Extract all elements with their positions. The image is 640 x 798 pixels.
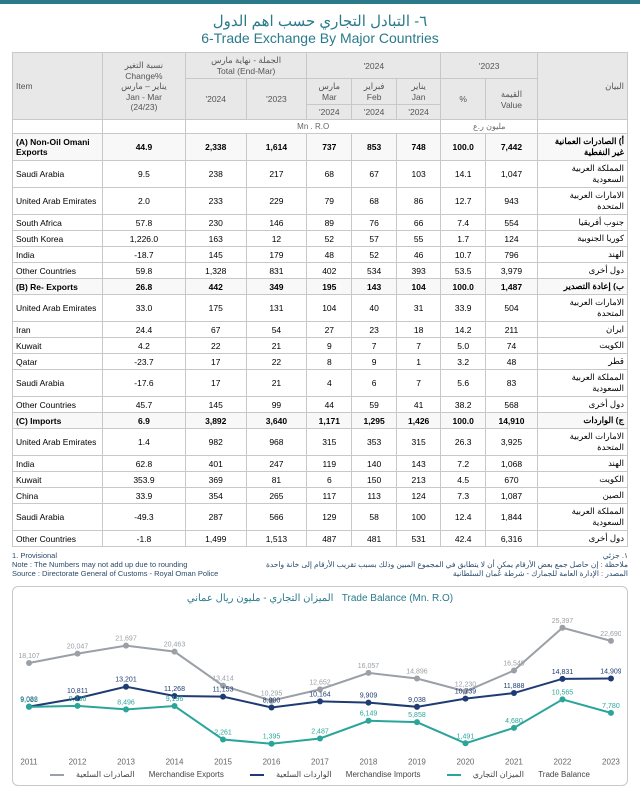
table-row: United Arab Emirates2.023322979688612.79… xyxy=(13,188,628,215)
svg-text:2020: 2020 xyxy=(457,758,475,767)
svg-text:18,107: 18,107 xyxy=(19,653,40,660)
svg-text:2022: 2022 xyxy=(554,758,572,767)
svg-text:25,397: 25,397 xyxy=(552,618,574,625)
svg-text:4,680: 4,680 xyxy=(505,718,523,725)
col-2023: '2023 xyxy=(441,53,538,79)
table-row: Saudi Arabia-49.32875661295810012.41,844… xyxy=(13,504,628,531)
table-row: (C) Imports6.93,8923,6401,1711,2951,4261… xyxy=(13,413,628,429)
table-row: South Korea1,226.0163125257551.7124كوريا… xyxy=(13,231,628,247)
svg-text:2011: 2011 xyxy=(20,758,38,767)
table-row: (B) Re- Exports26.8442349195143104100.01… xyxy=(13,279,628,295)
table-row: South Africa57.82301468976667.4554جنوب أ… xyxy=(13,215,628,231)
svg-text:9,236: 9,236 xyxy=(69,696,87,703)
svg-text:22,690: 22,690 xyxy=(600,631,621,638)
table-row: India62.84012471191401437.21,068الهند xyxy=(13,456,628,472)
table-row: Kuwait353.93698161502134.5670الكويت xyxy=(13,472,628,488)
svg-text:16,057: 16,057 xyxy=(358,663,380,670)
svg-text:21,697: 21,697 xyxy=(115,636,137,643)
svg-text:14,831: 14,831 xyxy=(552,669,574,676)
table-row: India-18.714517948524610.7796الهند xyxy=(13,247,628,263)
col-2024: '2024 xyxy=(307,53,441,79)
col-change: نسبة التغير Change% يناير – مارس Jan - M… xyxy=(103,53,186,120)
svg-text:9,196: 9,196 xyxy=(166,696,184,703)
svg-text:2014: 2014 xyxy=(166,758,184,767)
svg-text:11,268: 11,268 xyxy=(164,686,185,693)
col-total: الجملة - نهاية مارس Total (End-Mar) xyxy=(185,53,306,79)
svg-text:13,201: 13,201 xyxy=(115,677,137,684)
trade-balance-chart: 2011 2012 2013 2014 2015 2016 2017 2018 2019 2020… xyxy=(19,608,621,769)
svg-text:13,414: 13,414 xyxy=(212,676,234,683)
col-arabic: البيان xyxy=(538,53,628,120)
table-row: Other Countries45.71459944594138.2568دول… xyxy=(13,397,628,413)
svg-text:1,491: 1,491 xyxy=(457,733,475,740)
legend-imports: الواردات السلعية Merchandise Imports xyxy=(244,770,426,779)
svg-text:11,153: 11,153 xyxy=(213,687,234,694)
svg-text:10,811: 10,811 xyxy=(67,688,88,695)
svg-text:8,496: 8,496 xyxy=(117,699,135,706)
table-row: Qatar-23.717228913.248قطر xyxy=(13,354,628,370)
svg-text:10,164: 10,164 xyxy=(309,691,331,698)
svg-text:8,900: 8,900 xyxy=(263,697,281,704)
table-row: Saudi Arabia-17.617214675.683المملكة الع… xyxy=(13,370,628,397)
footnotes: 1. Provisional١. جزئي Note : The Numbers… xyxy=(12,551,628,578)
trade-table: Item نسبة التغير Change% يناير – مارس Ja… xyxy=(12,52,628,547)
svg-text:10,739: 10,739 xyxy=(455,689,477,696)
svg-text:2015: 2015 xyxy=(214,758,232,767)
svg-text:2012: 2012 xyxy=(69,758,87,767)
table-row: China33.93542651171131247.31,087الصين xyxy=(13,488,628,504)
col-item: Item xyxy=(13,53,103,120)
svg-text:5,858: 5,858 xyxy=(408,712,426,719)
table-row: Kuwait4.222219775.074الكويت xyxy=(13,338,628,354)
table-row: (A) Non-Oil Omani Exports44.92,3381,6147… xyxy=(13,134,628,161)
svg-text:16,549: 16,549 xyxy=(503,661,525,668)
svg-text:6,149: 6,149 xyxy=(360,711,378,718)
svg-text:2018: 2018 xyxy=(360,758,378,767)
table-row: Iran24.4675427231814.2211ايران xyxy=(13,322,628,338)
svg-text:2,487: 2,487 xyxy=(311,728,329,735)
svg-text:2,261: 2,261 xyxy=(214,730,232,737)
title-english: 6-Trade Exchange By Major Countries xyxy=(12,30,628,46)
svg-text:10,565: 10,565 xyxy=(552,689,574,696)
svg-text:11,888: 11,888 xyxy=(503,683,524,690)
table-row: Other Countries-1.81,4991,51348748153142… xyxy=(13,531,628,547)
svg-text:12,230: 12,230 xyxy=(455,681,477,688)
svg-text:2016: 2016 xyxy=(263,758,281,767)
svg-text:1,395: 1,395 xyxy=(263,734,281,741)
table-row: Saudi Arabia9.5238217686710314.11,047الم… xyxy=(13,161,628,188)
title-arabic: ٦- التبادل التجاري حسب اهم الدول xyxy=(12,12,628,30)
svg-text:12,652: 12,652 xyxy=(309,679,331,686)
svg-text:9,909: 9,909 xyxy=(360,693,378,700)
svg-text:2021: 2021 xyxy=(505,758,523,767)
svg-text:9,038: 9,038 xyxy=(408,697,426,704)
svg-text:2023: 2023 xyxy=(602,758,620,767)
svg-text:14,909: 14,909 xyxy=(600,668,621,675)
svg-text:14,896: 14,896 xyxy=(406,668,428,675)
legend-balance: الميزان التجاري Trade Balance xyxy=(441,770,596,779)
svg-text:9,025: 9,025 xyxy=(20,697,38,704)
svg-text:2017: 2017 xyxy=(311,758,329,767)
svg-text:7,780: 7,780 xyxy=(602,703,620,710)
legend-exports: الصادرات السلعية Merchandise Exports xyxy=(44,770,230,779)
chart-container: الميزان التجاري - مليون ريال عماني Trade… xyxy=(12,586,628,786)
svg-text:20,047: 20,047 xyxy=(67,644,89,651)
chart-title: الميزان التجاري - مليون ريال عماني Trade… xyxy=(19,593,621,604)
svg-text:2019: 2019 xyxy=(408,758,426,767)
svg-text:2013: 2013 xyxy=(117,758,135,767)
table-row: Other Countries59.81,32883140253439353.5… xyxy=(13,263,628,279)
svg-text:20,463: 20,463 xyxy=(164,642,186,649)
chart-legend: الصادرات السلعية Merchandise Exports الو… xyxy=(19,770,621,779)
table-row: United Arab Emirates1.498296831535331526… xyxy=(13,429,628,456)
table-row: United Arab Emirates33.0175131104403133.… xyxy=(13,295,628,322)
